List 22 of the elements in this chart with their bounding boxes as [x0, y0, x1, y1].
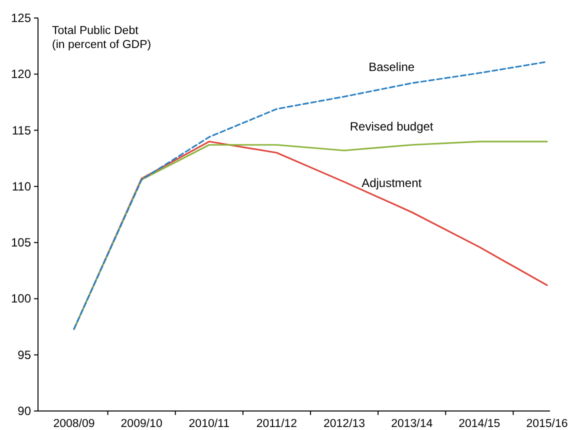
- y-tick-label: 105: [10, 236, 32, 250]
- x-tick-label: 2011/12: [256, 418, 298, 430]
- y-tick-label: 115: [12, 123, 32, 138]
- line-series: [73, 60, 548, 330]
- x-tick-label: 2008/09: [53, 418, 95, 430]
- y-tick-label: 95: [18, 348, 32, 362]
- x-tick-label: 2012/13: [323, 418, 366, 430]
- y-tick-label: 125: [10, 11, 32, 25]
- x-tick-label: 2015/16: [526, 418, 568, 430]
- x-tick-label: 2010/11: [188, 418, 230, 430]
- x-tick-label: 2013/14: [391, 418, 434, 430]
- series-label: Baseline: [368, 60, 415, 74]
- text: (in percent of GDP): [52, 39, 152, 51]
- x-tick-label: 2014/15: [458, 418, 500, 430]
- y-tick-label: 120: [10, 67, 32, 82]
- series-label: Adjustment: [362, 176, 422, 190]
- text: Total Public Debt: [52, 25, 140, 37]
- y-tick-label: 90: [18, 404, 32, 418]
- x-tick-label: 2009/10: [120, 418, 162, 430]
- series-label: Revised budget: [350, 120, 434, 134]
- y-tick-label: 100: [10, 292, 32, 306]
- y-tick-label: 110: [12, 179, 32, 194]
